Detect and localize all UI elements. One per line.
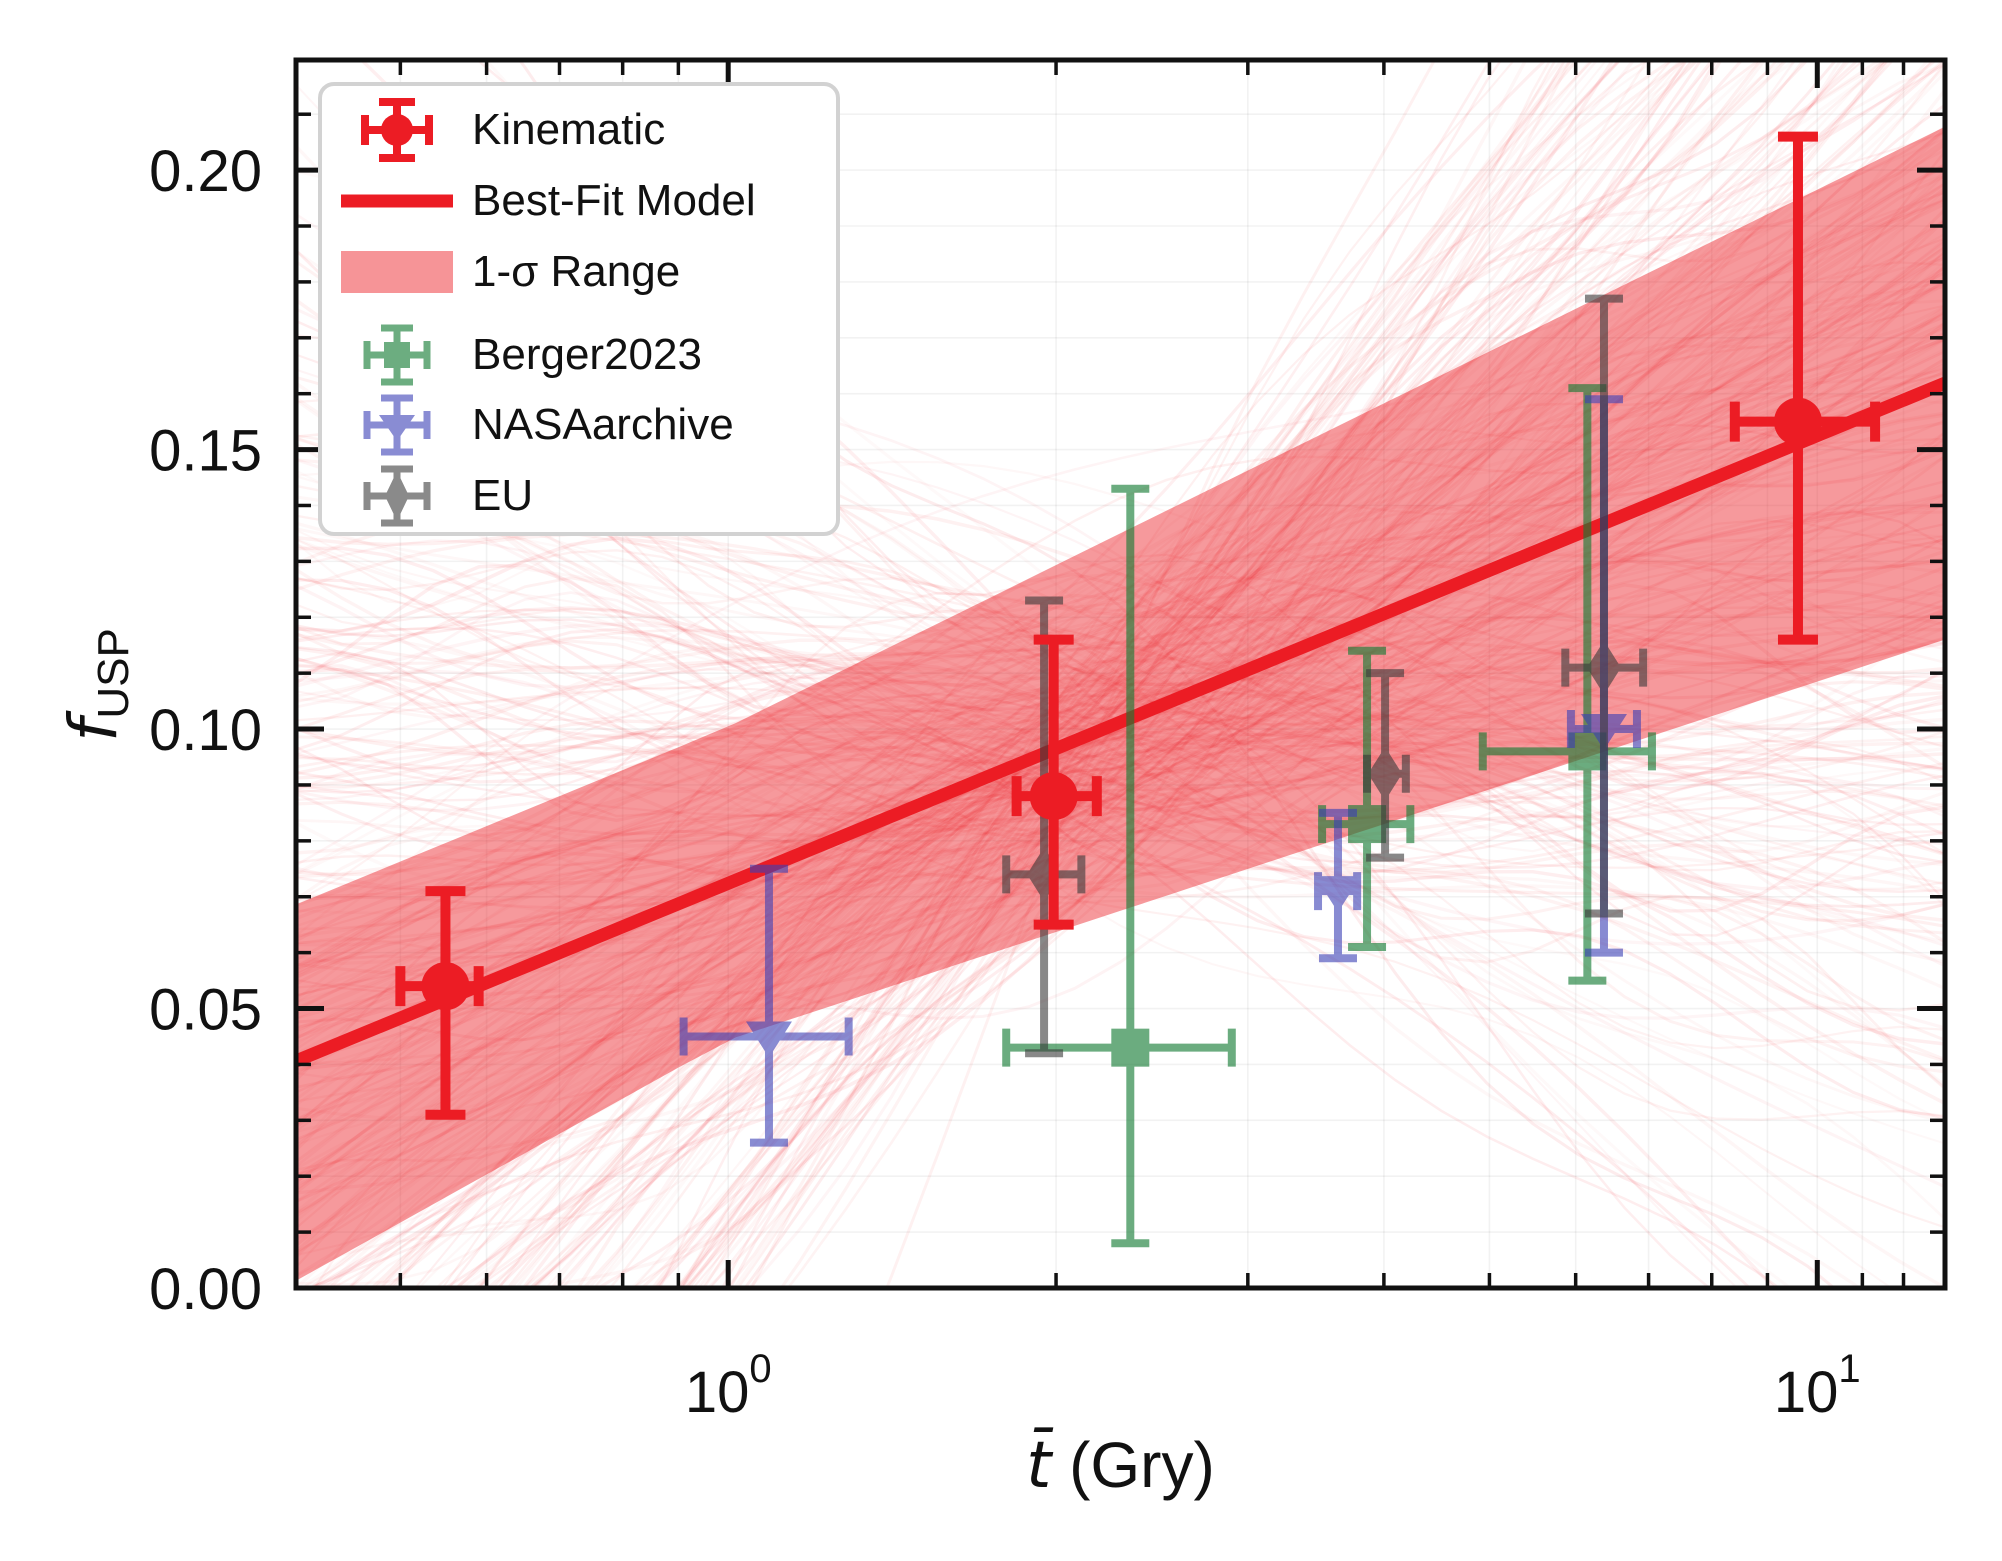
best-fit-line-icon xyxy=(322,169,472,233)
legend-label: Kinematic xyxy=(472,104,666,154)
x-axis-symbol: t̄ xyxy=(1026,1429,1052,1503)
y-tick-labels: 0.00 0.05 0.10 0.15 0.20 xyxy=(149,139,262,1322)
y-axis-symbol: f xyxy=(55,718,132,742)
posterior-samples xyxy=(296,60,1945,1288)
legend-item-kinematic: Kinematic xyxy=(322,94,836,165)
legend-label: Berger2023 xyxy=(472,329,702,379)
y-tick-label: 0.10 xyxy=(149,698,262,763)
legend-label: 1-σ Range xyxy=(472,246,681,296)
series-kinematic xyxy=(395,131,1881,1120)
y-axis-subscript: USP xyxy=(89,628,138,719)
legend-item-best-fit: Best-Fit Model xyxy=(322,165,836,236)
y-tick-label: 0.20 xyxy=(149,139,262,204)
kinematic-marker-icon xyxy=(322,97,472,162)
best-fit-line xyxy=(296,377,1945,1068)
legend-label: EU xyxy=(472,470,534,520)
y-tick-label: 0.15 xyxy=(149,419,262,484)
y-tick-label: 0.00 xyxy=(149,1257,262,1322)
data-point-eu xyxy=(1363,669,1410,862)
legend-label: NASAarchive xyxy=(472,399,734,449)
legend-label: Best-Fit Model xyxy=(472,175,756,225)
data-point-berger2023 xyxy=(1002,484,1236,1248)
data-point-berger2023 xyxy=(1318,646,1415,952)
y-tick-label: 0.05 xyxy=(149,978,262,1043)
x-axis-label: t̄ (Gry) xyxy=(296,1428,1945,1503)
axes-frame xyxy=(293,57,1948,1291)
sigma-band xyxy=(296,126,1945,1281)
legend-item-berger2023: Berger2023 xyxy=(322,320,836,389)
legend-item-eu: EU xyxy=(322,460,836,531)
sigma-band-icon xyxy=(322,240,472,304)
x-tick-label: 101 xyxy=(1774,1347,1861,1425)
x-tick-label: 100 xyxy=(685,1347,772,1425)
data-point-nasaarchive xyxy=(1314,808,1362,963)
series-berger2023 xyxy=(1002,384,1656,1248)
data-point-eu xyxy=(1561,294,1648,918)
x-tick-labels: 100 101 xyxy=(685,1347,1861,1425)
data-point-nasaarchive xyxy=(679,864,853,1147)
data-point-kinematic xyxy=(1729,131,1881,645)
nasaarchive-marker-icon xyxy=(322,393,472,457)
series-eu xyxy=(1002,294,1648,1058)
legend-item-sigma-range: 1-σ Range xyxy=(322,236,836,307)
berger2023-marker-icon xyxy=(322,323,472,387)
legend-item-nasaarchive: NASAarchive xyxy=(322,389,836,460)
legend: Kinematic Best-Fit Model 1-σ Range xyxy=(318,82,840,536)
data-point-kinematic xyxy=(1011,634,1102,930)
x-axis-unit: (Gry) xyxy=(1051,1429,1215,1501)
eu-marker-icon xyxy=(322,464,472,528)
data-point-kinematic xyxy=(395,886,484,1120)
y-axis-label: fUSP xyxy=(55,475,145,895)
